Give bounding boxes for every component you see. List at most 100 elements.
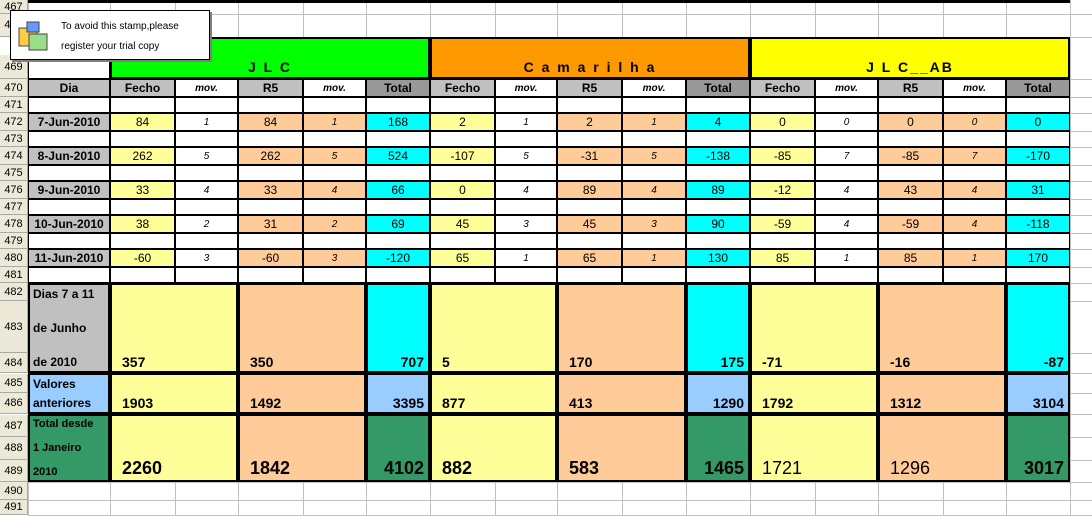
value-cell[interactable]: 33 <box>110 181 175 199</box>
blank-cell[interactable] <box>686 165 750 181</box>
value-cell[interactable]: 84 <box>110 113 175 131</box>
blank-cell[interactable] <box>303 131 366 147</box>
blank-cell[interactable] <box>750 131 815 147</box>
total-value[interactable]: 4102 <box>366 414 430 482</box>
blank-cell[interactable] <box>238 165 303 181</box>
value-cell[interactable]: 4 <box>622 181 686 199</box>
blank-cell[interactable] <box>175 267 238 283</box>
header-mov[interactable]: mov. <box>622 79 686 97</box>
row-header[interactable]: 480 <box>0 249 28 267</box>
blank-cell[interactable] <box>110 233 175 249</box>
row-header[interactable]: 486 <box>0 393 28 414</box>
previous-value[interactable]: 413 <box>557 373 686 414</box>
blank-cell[interactable] <box>1006 131 1070 147</box>
blank-cell[interactable] <box>366 199 430 215</box>
blank-cell[interactable] <box>175 199 238 215</box>
total-value[interactable]: 1296 <box>878 414 1006 482</box>
group-title-1[interactable]: C a m a r i l h a <box>430 37 750 79</box>
row-header[interactable]: 475 <box>0 165 28 181</box>
blank-cell[interactable] <box>366 267 430 283</box>
total-value[interactable]: 882 <box>430 414 557 482</box>
row-header[interactable]: 474 <box>0 147 28 165</box>
blank-cell[interactable] <box>1006 97 1070 113</box>
value-cell[interactable]: -120 <box>366 249 430 267</box>
blank-cell[interactable] <box>1006 199 1070 215</box>
header-total[interactable]: Total <box>366 79 430 97</box>
blank-cell[interactable] <box>366 131 430 147</box>
blank-cell[interactable] <box>495 199 557 215</box>
summary-value[interactable]: 170 <box>557 283 686 373</box>
blank-cell[interactable] <box>28 199 110 215</box>
value-cell[interactable]: 262 <box>110 147 175 165</box>
row-header[interactable]: 490 <box>0 482 28 500</box>
blank-cell[interactable] <box>303 233 366 249</box>
blank-cell[interactable] <box>815 267 878 283</box>
value-cell[interactable]: 0 <box>750 113 815 131</box>
header-mov[interactable]: mov. <box>815 79 878 97</box>
value-cell[interactable]: 3 <box>622 215 686 233</box>
header-total[interactable]: Total <box>1006 79 1070 97</box>
blank-cell[interactable] <box>175 165 238 181</box>
value-cell[interactable]: 90 <box>686 215 750 233</box>
previous-label[interactable]: Valores anteriores <box>28 373 110 414</box>
value-cell[interactable]: -60 <box>238 249 303 267</box>
blank-cell[interactable] <box>815 233 878 249</box>
blank-cell[interactable] <box>686 199 750 215</box>
value-cell[interactable]: 4 <box>686 113 750 131</box>
blank-cell[interactable] <box>622 131 686 147</box>
day-label[interactable]: 9-Jun-2010 <box>28 181 110 199</box>
value-cell[interactable]: 43 <box>878 181 943 199</box>
value-cell[interactable]: 69 <box>366 215 430 233</box>
row-header[interactable]: 482 <box>0 283 28 301</box>
blank-cell[interactable] <box>750 233 815 249</box>
header-fecho[interactable]: Fecho <box>750 79 815 97</box>
value-cell[interactable]: 65 <box>557 249 622 267</box>
summary-value[interactable]: 5 <box>430 283 557 373</box>
day-label[interactable]: 10-Jun-2010 <box>28 215 110 233</box>
blank-cell[interactable] <box>28 233 110 249</box>
blank-cell[interactable] <box>622 199 686 215</box>
header-r5[interactable]: R5 <box>878 79 943 97</box>
blank-cell[interactable] <box>430 267 495 283</box>
total-value[interactable]: 2260 <box>110 414 238 482</box>
value-cell[interactable]: 4 <box>495 181 557 199</box>
row-header[interactable]: 473 <box>0 131 28 147</box>
blank-cell[interactable] <box>28 165 110 181</box>
header-mov[interactable]: mov. <box>495 79 557 97</box>
value-cell[interactable]: -85 <box>750 147 815 165</box>
value-cell[interactable]: 4 <box>943 215 1006 233</box>
blank-cell[interactable] <box>878 131 943 147</box>
row-header[interactable]: 472 <box>0 113 28 131</box>
total-value[interactable]: 1842 <box>238 414 366 482</box>
value-cell[interactable]: 524 <box>366 147 430 165</box>
blank-cell[interactable] <box>495 97 557 113</box>
header-fecho[interactable]: Fecho <box>110 79 175 97</box>
blank-cell[interactable] <box>1006 165 1070 181</box>
blank-cell[interactable] <box>110 97 175 113</box>
blank-cell[interactable] <box>878 97 943 113</box>
blank-cell[interactable] <box>686 131 750 147</box>
blank-cell[interactable] <box>943 165 1006 181</box>
value-cell[interactable]: 1 <box>622 249 686 267</box>
value-cell[interactable]: -138 <box>686 147 750 165</box>
value-cell[interactable]: 168 <box>366 113 430 131</box>
day-label[interactable]: 8-Jun-2010 <box>28 147 110 165</box>
value-cell[interactable]: 85 <box>878 249 943 267</box>
value-cell[interactable]: 7 <box>943 147 1006 165</box>
summary-value[interactable]: 357 <box>110 283 238 373</box>
total-value[interactable]: 583 <box>557 414 686 482</box>
value-cell[interactable]: 84 <box>238 113 303 131</box>
blank-cell[interactable] <box>430 165 495 181</box>
day-label[interactable]: 7-Jun-2010 <box>28 113 110 131</box>
value-cell[interactable]: 45 <box>430 215 495 233</box>
value-cell[interactable]: -107 <box>430 147 495 165</box>
row-header[interactable]: 477 <box>0 199 28 215</box>
blank-cell[interactable] <box>495 233 557 249</box>
value-cell[interactable]: 89 <box>557 181 622 199</box>
value-cell[interactable]: 130 <box>686 249 750 267</box>
blank-cell[interactable] <box>1006 233 1070 249</box>
summary-label[interactable]: Dias 7 a 11 de Junho de 2010 <box>28 283 110 373</box>
value-cell[interactable]: 0 <box>1006 113 1070 131</box>
blank-cell[interactable] <box>878 199 943 215</box>
header-mov[interactable]: mov. <box>943 79 1006 97</box>
